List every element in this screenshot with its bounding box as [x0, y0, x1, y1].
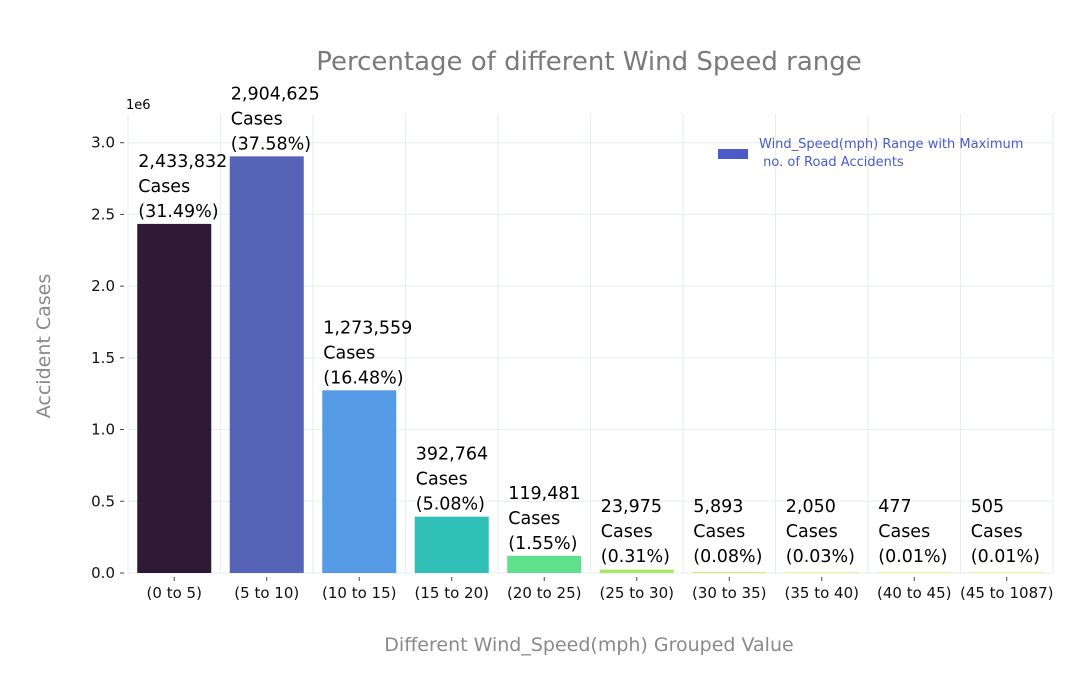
data-label: Cases — [231, 109, 283, 129]
data-label: Cases — [878, 522, 930, 542]
legend-label: Wind_Speed(mph) Range with Maximum no. o… — [759, 137, 1028, 170]
y-axis: 0.0 0.5 1.0 1.5 2.0 2.5 3.0 — [91, 134, 124, 582]
data-label: 119,481 — [508, 484, 580, 504]
x-axis-label: Different Wind_Speed(mph) Grouped Value — [384, 634, 793, 656]
data-label: Cases — [323, 343, 375, 363]
data-label: Cases — [138, 177, 190, 197]
data-label: 505 — [971, 497, 1004, 517]
y-tick-label: 1.5 — [91, 349, 115, 367]
data-label: (5.08%) — [416, 495, 485, 515]
y-tick-label: 2.0 — [91, 277, 115, 295]
data-label: (0.01%) — [878, 547, 947, 567]
data-label: (0.08%) — [693, 547, 762, 567]
data-label: 1,273,559 — [323, 318, 412, 338]
data-label: (0.03%) — [786, 547, 855, 567]
x-tick-label: (40 to 45) — [877, 584, 951, 602]
data-label: 2,433,832 — [138, 152, 227, 172]
data-label: (16.48%) — [323, 368, 403, 388]
y-tick-label: 2.5 — [91, 205, 115, 223]
x-axis: (0 to 5) (5 to 10) (10 to 15) (15 to 20) (20… — [147, 577, 1054, 602]
legend-label-line-1: Wind_Speed(mph) Range with Maximum — [759, 137, 1023, 152]
x-tick-label: (35 to 40) — [785, 584, 859, 602]
y-tick-label: 1.0 — [91, 421, 115, 439]
legend: Wind_Speed(mph) Range with Maximum no. o… — [718, 137, 1028, 170]
bar-6 — [599, 569, 674, 573]
data-label: 5,893 — [693, 497, 743, 517]
data-label: Cases — [601, 522, 653, 542]
y-axis-label: Accident Cases — [33, 274, 55, 419]
x-tick-label: (45 to 1087) — [960, 584, 1054, 602]
bar-3 — [322, 390, 397, 573]
bar-7 — [692, 572, 767, 573]
y-tick-label: 0.0 — [91, 564, 115, 582]
bar-2 — [229, 156, 304, 573]
bars — [137, 156, 1044, 573]
legend-swatch — [718, 149, 748, 159]
data-label: Cases — [971, 522, 1023, 542]
data-label: Cases — [416, 470, 468, 490]
bar-1 — [137, 223, 212, 573]
data-labels: 2,433,832 Cases (31.49%) 2,904,625 Cases (37.… — [138, 84, 1040, 567]
data-label: Cases — [508, 509, 560, 529]
x-tick-label: (0 to 5) — [147, 584, 202, 602]
x-tick-label: (5 to 10) — [234, 584, 299, 602]
data-label: 2,904,625 — [231, 84, 320, 104]
data-label: 392,764 — [416, 445, 488, 465]
data-label: (0.31%) — [601, 547, 670, 567]
data-label: (0.01%) — [971, 547, 1040, 567]
data-label: Cases — [786, 522, 838, 542]
bar-9 — [877, 572, 952, 573]
y-tick-label: 3.0 — [91, 134, 115, 152]
data-label: Cases — [693, 522, 745, 542]
data-label: 477 — [878, 497, 911, 517]
x-tick-label: (30 to 35) — [692, 584, 766, 602]
y-tick-label: 0.5 — [91, 492, 115, 510]
data-label: (31.49%) — [138, 202, 218, 222]
y-offset-label: 1e6 — [126, 98, 151, 113]
data-label: (1.55%) — [508, 534, 577, 554]
bar-4 — [414, 516, 489, 573]
x-tick-label: (20 to 25) — [507, 584, 581, 602]
data-label: 2,050 — [786, 497, 836, 517]
legend-label-line-2: no. of Road Accidents — [759, 155, 904, 170]
x-tick-label: (15 to 20) — [415, 584, 489, 602]
chart-title: Percentage of different Wind Speed range — [316, 47, 862, 77]
data-label: 23,975 — [601, 497, 662, 517]
x-tick-label: (25 to 30) — [600, 584, 674, 602]
bar-10 — [969, 572, 1044, 573]
x-tick-label: (10 to 15) — [322, 584, 396, 602]
bar-5 — [507, 555, 582, 573]
bar-8 — [784, 572, 859, 573]
data-label: (37.58%) — [231, 134, 311, 154]
